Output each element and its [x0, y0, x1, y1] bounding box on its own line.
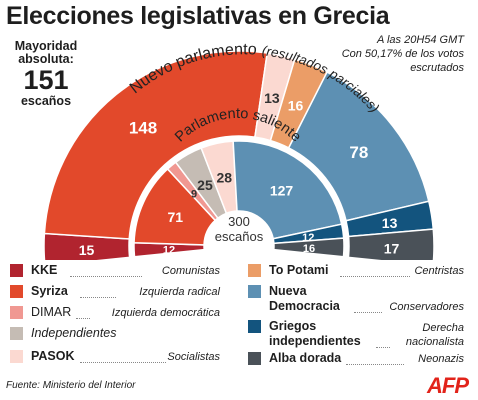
legend-item-syriza: Syriza	[10, 284, 68, 299]
legend-swatch	[248, 285, 261, 298]
seat-segment-alba-dorada	[347, 228, 435, 260]
seat-label-pasok: 13	[264, 90, 280, 106]
seat-label-syriza: 148	[129, 119, 157, 138]
majority-value: 151	[23, 65, 69, 96]
legend-label: PASOK	[31, 349, 75, 363]
legend: KKE Comunistas Syriza Izquierda radical …	[0, 259, 478, 371]
legend-swatch	[248, 352, 261, 365]
seat-label-nueva-democracia: 78	[349, 143, 368, 162]
legend-desc: Comunistas	[161, 265, 220, 277]
legend-desc: Socialistas	[167, 351, 220, 363]
seat-label-syriza: 71	[167, 209, 183, 225]
legend-item-independientes: Independientes	[10, 326, 117, 341]
legend-label: Griegos independientes	[269, 319, 361, 348]
seat-segment-nueva-democracia	[232, 140, 343, 240]
legend-label: Syriza	[31, 284, 68, 298]
legend-item-dimar: DIMAR	[10, 305, 71, 320]
time-note: A las 20H54 GMT Con 50,17% de los votos …	[341, 34, 464, 74]
legend-desc: Izquierda democrática	[111, 307, 220, 319]
legend-label: KKE	[31, 263, 58, 277]
legend-swatch	[10, 285, 23, 298]
legend-swatch	[248, 320, 261, 333]
legend-label: Independientes	[31, 326, 117, 340]
majority-box: Mayoridad absoluta: 151 escaños	[8, 39, 84, 108]
seat-label-nueva-democracia: 127	[270, 182, 294, 198]
chart-title: Elecciones legislativas en Grecia	[6, 2, 390, 30]
majority-label: Mayoridad absoluta:	[14, 39, 78, 67]
legend-swatch	[10, 350, 23, 363]
seat-segment-alba-dorada	[272, 237, 345, 258]
seat-label-alba-dorada: 17	[384, 240, 400, 256]
legend-desc: Derecha nacionalista	[405, 322, 464, 348]
legend-item-alba-dorada: Alba dorada	[248, 351, 341, 366]
legend-item-kke: KKE	[10, 263, 57, 278]
seat-label-dimar: 9	[191, 188, 197, 200]
new-parliament-ring: 15 148 13 16 78 13 17	[43, 50, 435, 260]
source-note: Fuente: Ministerio del Interior	[6, 380, 136, 391]
legend-label: Alba dorada	[269, 351, 342, 365]
legend-desc: Conservadores	[389, 301, 464, 313]
seat-segment-syriza	[43, 50, 269, 240]
legend-item-nueva-democracia: Nueva Democracia	[248, 284, 340, 314]
legend-item-griegos-independientes: Griegos independientes	[248, 319, 361, 349]
legend-swatch	[10, 306, 23, 319]
legend-swatch	[10, 264, 23, 277]
seat-label-alba-dorada: 16	[303, 243, 315, 255]
seat-label-pasok: 28	[216, 170, 232, 186]
legend-swatch	[248, 264, 261, 277]
legend-desc: Neonazis	[418, 353, 464, 365]
legend-desc: Centristas	[414, 265, 464, 277]
seat-label-griegos-independientes: 13	[382, 215, 398, 231]
legend-item-to-potami: To Potami	[248, 263, 329, 278]
seat-label-kke: 12	[163, 245, 175, 257]
seat-label-kke: 15	[79, 242, 95, 258]
legend-swatch	[10, 327, 23, 340]
seat-label-independientes: 25	[197, 177, 213, 193]
legend-desc: Izquierda radical	[139, 286, 220, 298]
majority-unit: escaños	[20, 93, 72, 108]
center-total-unit: escaños	[215, 229, 264, 244]
center-total-value: 300	[228, 214, 250, 229]
legend-item-pasok: PASOK	[10, 349, 75, 364]
afp-logo: AFP	[427, 373, 469, 398]
legend-label: DIMAR	[31, 305, 72, 319]
legend-label: To Potami	[269, 263, 329, 277]
seat-label-to-potami: 16	[288, 97, 304, 113]
legend-label: Nueva Democracia	[269, 284, 340, 313]
